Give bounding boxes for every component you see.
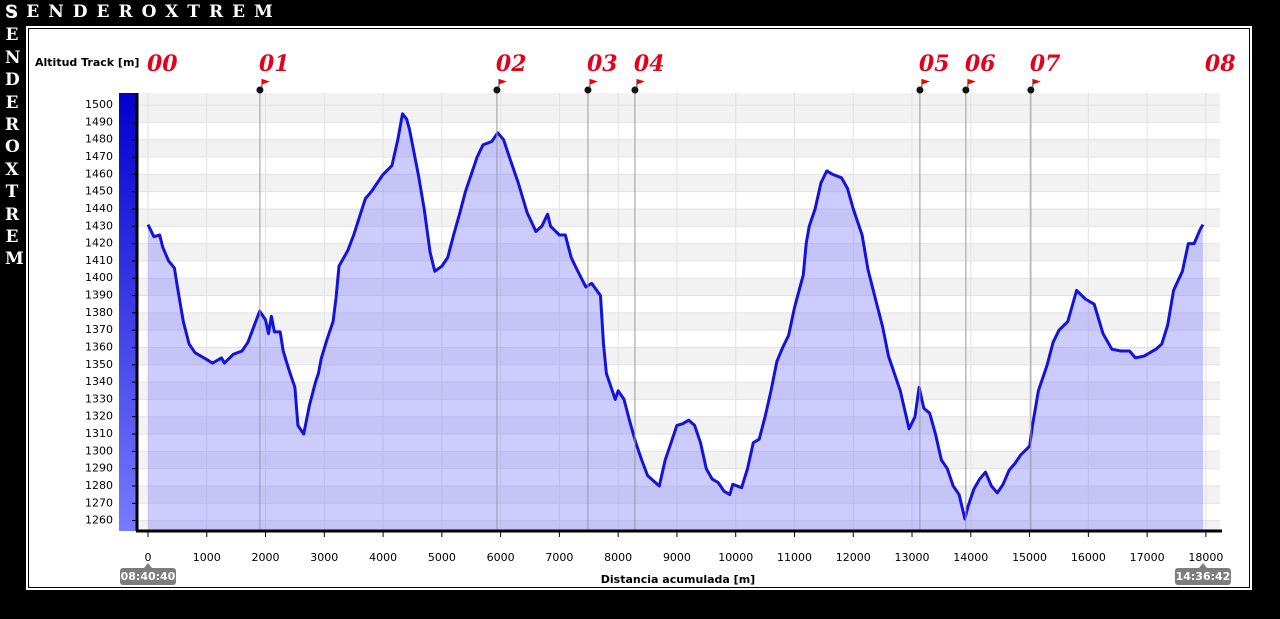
waypoint-label: 00	[147, 51, 178, 77]
flag	[921, 79, 930, 85]
flag	[589, 79, 598, 85]
time-label: 14:36:42	[1176, 570, 1231, 583]
time-box	[1174, 568, 1231, 585]
elevation-line	[146, 112, 1205, 521]
waypoint-label: 03	[587, 51, 618, 77]
y-tick-label: 1430	[85, 219, 113, 232]
grid-band	[138, 503, 1220, 521]
waypoint-label: 08	[1205, 51, 1236, 77]
brand-vertical: SENDEROXTREM	[5, 3, 24, 270]
y-tick-label: 1440	[85, 202, 113, 215]
grid-band	[138, 295, 1220, 313]
x-tick-label: 15000	[1012, 551, 1047, 564]
x-tick-label: 1000	[193, 551, 221, 564]
waypoint-dot	[631, 86, 639, 94]
grid-band	[138, 157, 1220, 175]
y-tick-label: 1450	[85, 185, 113, 198]
grid-band	[138, 399, 1220, 417]
y-tick-label: 1490	[85, 115, 113, 128]
x-tick-label: 4000	[369, 551, 397, 564]
y-tick-label: 1280	[85, 479, 113, 492]
elevation-area	[148, 113, 1203, 532]
flag	[967, 79, 976, 85]
y-axis-bar	[119, 93, 136, 531]
y-axis-title: Altitud Track [m]	[35, 56, 139, 69]
waypoint-dot	[256, 86, 264, 94]
y-tick-label: 1340	[85, 375, 113, 388]
waypoint-label: 01	[259, 51, 290, 77]
y-tick-label: 1420	[85, 237, 113, 250]
flag	[1032, 79, 1041, 85]
y-tick-label: 1500	[85, 98, 113, 111]
x-tick-label: 18000	[1188, 551, 1223, 564]
time-label: 08:40:40	[121, 570, 176, 583]
y-tick-label: 1330	[85, 392, 113, 405]
x-tick-label: 17000	[1130, 551, 1165, 564]
waypoint-dot	[962, 86, 970, 94]
y-tick-label: 1290	[85, 462, 113, 475]
time-box-pointer	[143, 563, 152, 568]
x-tick-label: 0	[144, 551, 151, 564]
y-tick-label: 1260	[85, 514, 113, 527]
grid-band	[138, 122, 1220, 140]
y-tick-label: 1460	[85, 167, 113, 180]
waypoint-dot	[493, 86, 501, 94]
x-tick-label: 5000	[428, 551, 456, 564]
y-tick-label: 1350	[85, 358, 113, 371]
waypoint-label: 06	[965, 51, 996, 77]
grid-band	[138, 434, 1220, 452]
x-tick-label: 8000	[604, 551, 632, 564]
x-tick-label: 11000	[777, 551, 812, 564]
waypoint-label: 04	[634, 51, 665, 77]
waypoint-label: 07	[1030, 51, 1061, 77]
x-tick-label: 6000	[487, 551, 515, 564]
x-tick-label: 13000	[895, 551, 930, 564]
grid-band	[138, 364, 1220, 383]
y-tick-label: 1480	[85, 133, 113, 146]
y-tick-label: 1300	[85, 444, 113, 457]
time-box-pointer	[1198, 563, 1207, 568]
brand: SENDEROXTREM	[5, 2, 282, 22]
grid-band	[138, 191, 1220, 209]
y-tick-label: 1310	[85, 427, 113, 440]
waypoint-dot	[916, 86, 924, 94]
y-tick-label: 1380	[85, 306, 113, 319]
waypoint-dot	[584, 86, 592, 94]
y-tick-label: 1400	[85, 271, 113, 284]
grid-band	[138, 226, 1220, 244]
y-tick-label: 1370	[85, 323, 113, 336]
x-tick-label: 2000	[252, 551, 280, 564]
x-tick-label: 7000	[545, 551, 573, 564]
waypoint-dot	[1027, 86, 1035, 94]
flag	[636, 79, 645, 85]
y-tick-label: 1360	[85, 340, 113, 353]
x-axis-title: Distancia acumulada [m]	[601, 573, 755, 586]
flag	[261, 79, 270, 85]
y-tick-label: 1390	[85, 289, 113, 302]
y-tick-label: 1270	[85, 496, 113, 509]
x-tick-label: 16000	[1071, 551, 1106, 564]
grid-band	[138, 260, 1220, 279]
x-tick-label: 12000	[836, 551, 871, 564]
x-tick-label: 9000	[663, 551, 691, 564]
x-tick-label: 3000	[310, 551, 338, 564]
y-tick-label: 1320	[85, 410, 113, 423]
x-tick-label: 14000	[953, 551, 988, 564]
x-tick-label: 10000	[718, 551, 753, 564]
y-tick-label: 1470	[85, 150, 113, 163]
grid-band	[138, 330, 1220, 348]
time-box	[119, 568, 176, 585]
y-tick-label: 1410	[85, 254, 113, 267]
waypoint-label: 02	[496, 51, 527, 77]
waypoint-label: 05	[919, 51, 950, 77]
flag	[498, 79, 507, 85]
